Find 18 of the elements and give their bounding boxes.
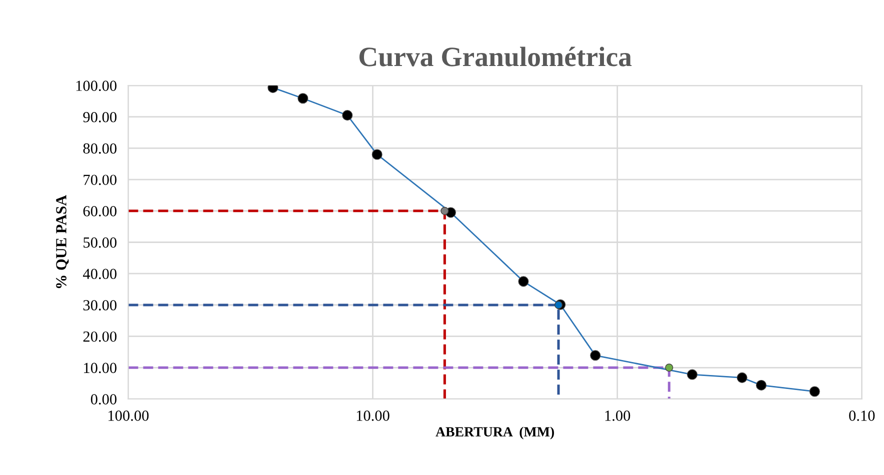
- chart-title: Curva Granulométrica: [359, 46, 632, 66]
- x-tick-label: 0.10: [849, 410, 875, 421]
- y-tick-label: 70.00: [84, 174, 116, 186]
- y-tick-label: 40.00: [82, 268, 116, 280]
- y-tick-label: 60.00: [83, 206, 116, 216]
- y-tick-label: 20.00: [83, 331, 116, 342]
- y-tick-label: 50.00: [84, 237, 116, 248]
- y-axis-title: % QUE PASA: [56, 194, 69, 288]
- x-axis-title: ABERTURA (MM): [436, 426, 554, 440]
- x-tick-label: 100.00: [108, 410, 149, 421]
- y-tick-label: 0.00: [90, 394, 116, 405]
- x-tick-label: 10.00: [356, 410, 390, 421]
- y-tick-label: 30.00: [83, 300, 116, 310]
- y-tick-label: 10.00: [84, 362, 116, 374]
- x-tick-label: 1.00: [605, 410, 630, 421]
- y-tick-label: 80.00: [83, 143, 116, 154]
- y-tick-label: 100.00: [76, 80, 116, 92]
- y-tick-label: 90.00: [83, 112, 116, 122]
